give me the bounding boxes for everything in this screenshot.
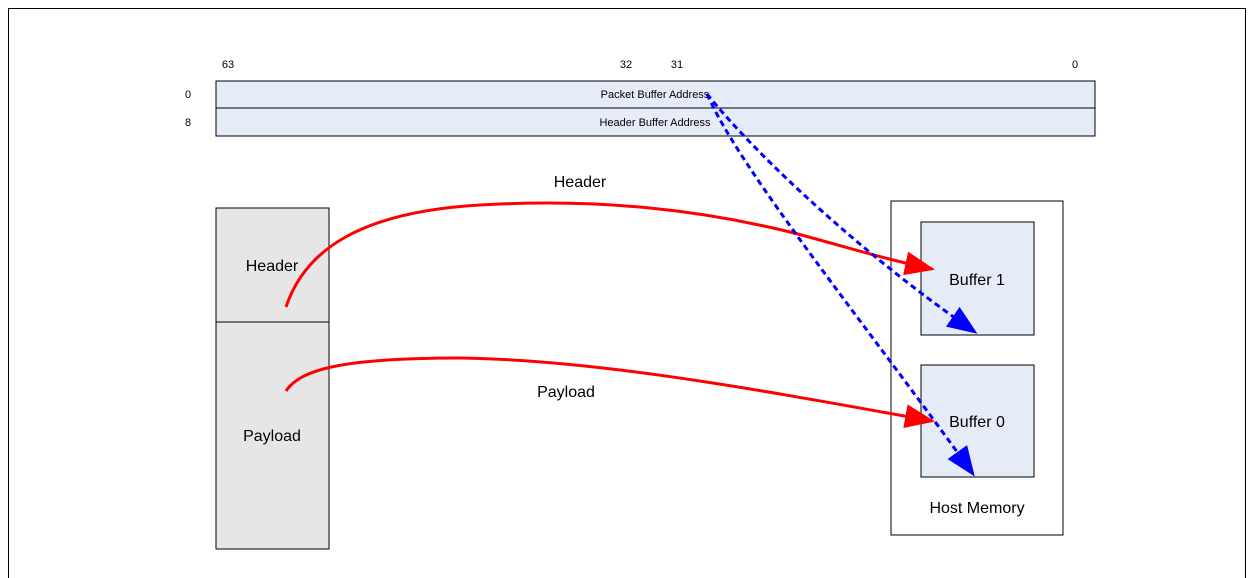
row-offset-0: 0 — [185, 89, 191, 101]
packet-buffer-pointer-arrow — [705, 93, 978, 334]
packet-payload-block — [215, 321, 330, 550]
bit-label-31: 31 — [671, 59, 683, 71]
bit-label-32: 32 — [620, 59, 632, 71]
payload-flow-arrow — [284, 356, 935, 429]
descriptor-row-packet-buffer-label: Packet Buffer Address — [601, 89, 710, 101]
header-flow-label: Header — [554, 174, 607, 191]
buffer-1-box — [920, 221, 1035, 336]
buffer-1-label: Buffer 1 — [949, 272, 1005, 289]
diagram-frame — [8, 8, 1246, 578]
packet-payload-label: Payload — [243, 428, 301, 445]
bit-label-0: 0 — [1072, 59, 1078, 71]
packet-header-label: Header — [246, 258, 299, 275]
descriptor-row-header-buffer-label: Header Buffer Address — [599, 117, 711, 129]
bit-label-63: 63 — [222, 59, 234, 71]
host-memory-label: Host Memory — [929, 500, 1024, 517]
payload-flow-label: Payload — [537, 384, 595, 401]
descriptor-row-header-buffer — [215, 107, 1096, 137]
buffer-0-box — [920, 364, 1035, 478]
buffer-0-label: Buffer 0 — [949, 414, 1005, 431]
row-offset-8: 8 — [185, 117, 191, 129]
header-flow-arrow — [284, 201, 935, 308]
header-buffer-pointer-arrow — [705, 93, 975, 477]
